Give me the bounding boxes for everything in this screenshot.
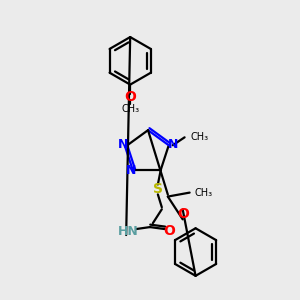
Text: CH₃: CH₃: [190, 132, 209, 142]
Text: CH₃: CH₃: [195, 188, 213, 198]
Text: O: O: [163, 224, 175, 238]
Text: N: N: [118, 138, 128, 151]
Text: N: N: [167, 138, 178, 151]
Text: HN: HN: [118, 224, 139, 238]
Text: O: O: [124, 89, 136, 103]
Text: S: S: [153, 182, 163, 197]
Text: N: N: [126, 164, 136, 177]
Text: CH₃: CH₃: [121, 104, 139, 114]
Text: O: O: [177, 207, 189, 221]
